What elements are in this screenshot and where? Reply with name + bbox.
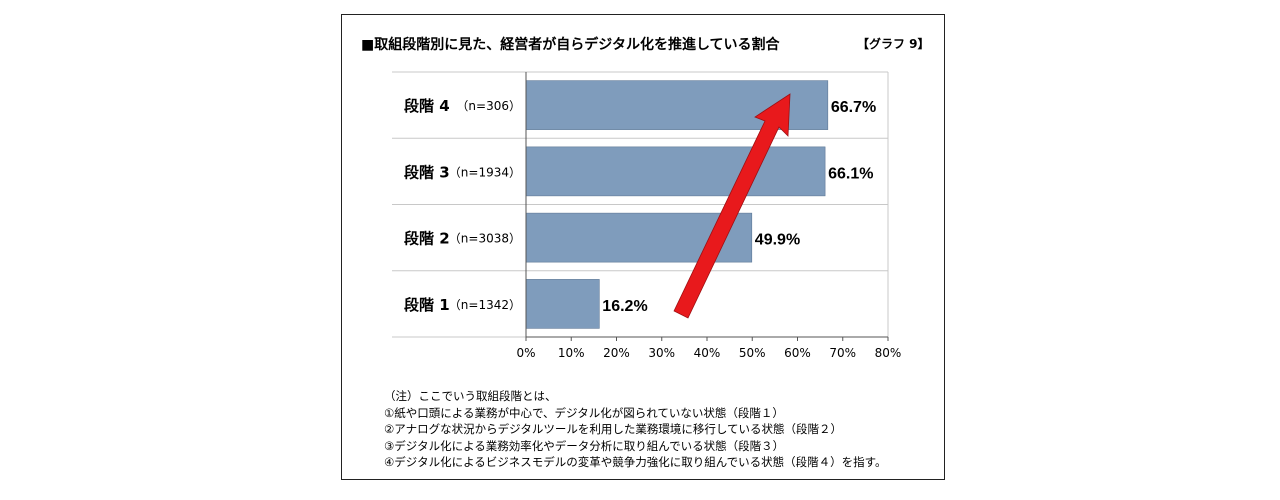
stage-label: 段階 3: [404, 163, 450, 181]
x-tick-label: 0%: [516, 346, 535, 360]
stage-label: 段階 4: [404, 97, 450, 115]
graph-tag: 【グラフ 9】: [857, 37, 930, 51]
notes-line-1: ①紙や口頭による業務が中心で、デジタル化が図られていない状態（段階１）: [384, 405, 784, 420]
notes-line-2: ②アナログな状況からデジタルツールを利用した業務環境に移行している状態（段階２）: [384, 422, 842, 436]
bar-1: [525, 279, 600, 329]
x-tick-label: 10%: [558, 346, 585, 360]
sample-size-label: （n=1342）: [449, 298, 521, 312]
arrow-shape: [673, 93, 791, 319]
chart-title: ■取組段階別に見た、経営者が自らデジタル化を推進している割合: [361, 37, 780, 53]
notes-heading: （注）ここでいう取組段階とは、: [384, 389, 557, 403]
notes: （注）ここでいう取組段階とは、 ①紙や口頭による業務が中心で、デジタル化が図られ…: [384, 388, 887, 471]
bar-labels: 段階 4 （n=306） 66.7%段階 3 （n=1934） 66.1%段階 2 （n=…: [404, 97, 876, 315]
sample-size-label: （n=3038）: [449, 232, 521, 246]
stage-label: 段階 2: [404, 230, 450, 248]
notes-line-3: ③デジタル化による業務効率化やデータ分析に取り組んでいる状態（段階３）: [384, 438, 785, 453]
x-tick-label: 60%: [784, 346, 811, 360]
value-label: 66.7%: [831, 99, 876, 116]
x-axis: 0% 10% 20% 30% 40% 50% 60% 70% 80%: [516, 72, 901, 360]
sample-size-label: （n=306）: [456, 99, 521, 113]
x-tick-label: 50%: [739, 346, 766, 360]
x-tick-label: 30%: [648, 346, 675, 360]
sample-size-label: （n=1934）: [449, 165, 521, 179]
value-label: 49.9%: [755, 232, 800, 249]
trend-arrow: [673, 93, 791, 319]
value-label: 16.2%: [602, 298, 647, 315]
stage-label: 段階 1: [404, 296, 450, 314]
x-tick-label: 40%: [694, 346, 721, 360]
notes-line-4: ④デジタル化によるビジネスモデルの変革や競争力強化に取り組んでいる状態（段階４）…: [384, 455, 887, 469]
value-label: 66.1%: [828, 165, 873, 182]
bar-3: [525, 146, 826, 197]
x-tick-label: 80%: [875, 346, 902, 360]
x-tick-label: 20%: [603, 346, 630, 360]
x-tick-label: 70%: [829, 346, 856, 360]
